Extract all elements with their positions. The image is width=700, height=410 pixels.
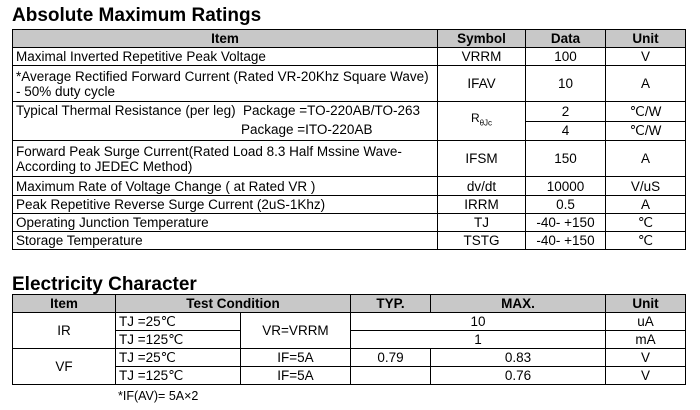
table-row: IR TJ =25℃ VR=VRRM 10 uA [12,312,686,349]
vr-condition: VR=VRRM [240,312,351,349]
row-symbol: IFAV [437,65,526,102]
package-label-1: Package =TO-220AB/TO-263 [241,103,420,118]
row-symbol: VRRM [437,47,526,66]
tj-condition: TJ =25℃ [115,348,241,367]
row-symbol: dv/dt [437,176,526,196]
unit-value: uA [605,312,686,331]
package-label-2: Package =ITO-220AB [241,122,373,137]
table-row: Peak Repetitive Reverse Surge Current (2… [12,195,686,214]
row-unit: V/uS [605,176,686,196]
row-data: -40- +150 [525,213,606,232]
header-test-condition: Test Condition [115,294,351,313]
row-unit: A [605,140,686,177]
row-symbol: TJ [437,213,526,232]
tj-condition: TJ =25℃ [115,312,241,331]
row-data: 0.5 [525,195,606,214]
if-condition: IF=5A [240,348,351,367]
header-data: Data [525,29,606,48]
if-condition: IF=5A [240,366,351,385]
row-data: 150 [525,140,606,177]
row-data: 100 [525,47,606,66]
unit-value: mA [605,330,686,349]
max-value: 10 [350,312,606,331]
absolute-maximum-ratings-table: Item Symbol Data Unit Maximal Inverted R… [12,29,686,250]
row-item: *Average Rectified Forward Current (Rate… [12,65,438,102]
row-symbol: RθJc [437,101,526,141]
row-data: 4 [525,120,606,141]
header-max: MAX. [430,294,606,313]
row-item: Storage Temperature [12,231,438,250]
table-row: TJ =125℃ IF=5A 0.76 V [13,366,686,385]
row-symbol: TSTG [437,231,526,250]
header-symbol: Symbol [437,29,526,48]
row-symbol: IFSM [437,140,526,177]
table-row: Forward Peak Surge Current(Rated Load 8.… [12,140,686,177]
header-typ: TYP. [350,294,431,313]
row-item: Peak Repetitive Reverse Surge Current (2… [12,195,438,214]
header-item: Item [12,29,438,48]
ir-item: IR [12,312,116,349]
row-data: 10 [525,65,606,102]
table-row: *Average Rectified Forward Current (Rate… [12,65,686,102]
row-unit: ℃ [605,213,686,232]
typ-value: 0.79 [350,348,431,367]
table-row: Maximal Inverted Repetitive Peak Voltage… [12,47,686,66]
table-row: Typical Thermal Resistance (per leg) Pac… [12,101,686,141]
row-item: Operating Junction Temperature [12,213,438,232]
footnote: *IF(AV)= 5A×2 [118,389,199,403]
row-item: Maximum Rate of Voltage Change ( at Rate… [12,176,438,196]
row-unit: V [605,47,686,66]
tj-condition: TJ =125℃ [115,366,241,385]
max-value: 1 [350,330,606,349]
row-unit: ℃ [605,231,686,250]
electricity-character-title: Electricity Character [12,274,197,295]
header-unit: Unit [605,294,686,313]
header-unit: Unit [605,29,686,48]
table-row: Maximum Rate of Voltage Change ( at Rate… [12,176,686,196]
unit-value: V [605,348,686,367]
thermal-resistance-item: Typical Thermal Resistance (per leg) Pac… [12,101,438,141]
row-unit: ℃/W [605,101,686,122]
table-row: Storage Temperature TSTG -40- +150 ℃ [12,231,686,250]
table-header-row: Item Test Condition TYP. MAX. Unit [12,294,686,313]
row-data: -40- +150 [525,231,606,250]
table-header-row: Item Symbol Data Unit [12,29,686,48]
row-data: 2 [525,101,606,122]
header-item: Item [12,294,116,313]
unit-value: V [605,366,686,385]
row-symbol: IRRM [437,195,526,214]
row-item: Forward Peak Surge Current(Rated Load 8.… [12,140,438,177]
max-value: 0.83 [430,348,606,367]
vf-item: VF [12,348,116,385]
table-row: VF TJ =25℃ IF=5A 0.79 0.83 V [12,348,686,385]
max-value: 0.76 [430,366,606,385]
row-unit: A [605,195,686,214]
row-unit: ℃/W [605,120,686,141]
tj-condition: TJ =125℃ [115,330,241,349]
row-unit: A [605,65,686,102]
electricity-character-table: Item Test Condition TYP. MAX. Unit IR TJ… [12,294,686,385]
row-item: Typical Thermal Resistance (per leg) [16,103,236,118]
row-item: Maximal Inverted Repetitive Peak Voltage [12,47,438,66]
typ-value [350,366,431,385]
table-row: 4 ℃/W [13,120,686,141]
table-row: Operating Junction Temperature TJ -40- +… [12,213,686,232]
row-data: 10000 [525,176,606,196]
absolute-maximum-ratings-title: Absolute Maximum Ratings [12,5,262,26]
